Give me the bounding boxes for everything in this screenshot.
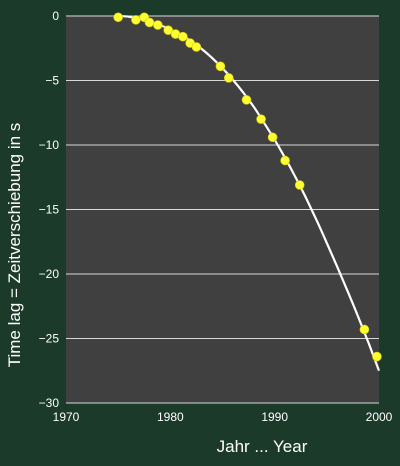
data-point bbox=[223, 73, 234, 83]
data-point bbox=[256, 114, 266, 124]
y-tick-label: −15 bbox=[39, 203, 60, 217]
y-tick-label: −5 bbox=[45, 74, 59, 88]
data-point bbox=[178, 31, 188, 42]
y-tick-label: −25 bbox=[39, 332, 60, 346]
x-tick-label: 1990 bbox=[261, 410, 288, 424]
y-tick-label: −10 bbox=[39, 138, 60, 152]
data-point bbox=[359, 324, 370, 335]
x-axis-title: Jahr ... Year bbox=[217, 437, 308, 456]
data-point bbox=[241, 95, 252, 105]
y-tick-label: −20 bbox=[39, 267, 60, 281]
data-point bbox=[191, 42, 202, 52]
data-point bbox=[131, 15, 141, 25]
y-tick-label: −30 bbox=[39, 396, 60, 410]
data-point bbox=[153, 20, 163, 30]
y-tick-label: 0 bbox=[52, 9, 59, 23]
x-tick-label: 1970 bbox=[53, 410, 80, 424]
data-point bbox=[294, 180, 305, 190]
data-point bbox=[215, 61, 226, 72]
data-point bbox=[372, 351, 382, 362]
data-point bbox=[113, 12, 123, 23]
data-point bbox=[267, 132, 278, 143]
y-axis-title: Time lag = Zeitverschiebung in s bbox=[5, 123, 24, 368]
data-point bbox=[144, 17, 155, 28]
x-tick-label: 1980 bbox=[157, 410, 184, 424]
x-tick-label: 2000 bbox=[366, 410, 393, 424]
data-points bbox=[113, 12, 382, 362]
data-point bbox=[280, 155, 290, 166]
